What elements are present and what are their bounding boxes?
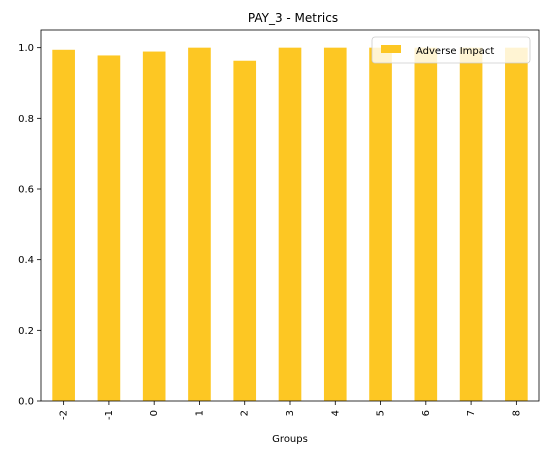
legend-swatch — [381, 45, 401, 53]
x-axis-label: Groups — [272, 434, 308, 445]
bar-4 — [323, 47, 347, 402]
x-tick-label: 8 — [511, 410, 522, 416]
x-tick-label: 7 — [466, 410, 477, 416]
x-ticks-group: -2 -1 0 1 2 3 4 5 6 7 8 — [59, 401, 522, 420]
x-tick-label: 1 — [194, 410, 205, 416]
bar-3 — [278, 47, 302, 402]
bar-1 — [188, 47, 211, 402]
x-tick-label: 6 — [421, 410, 432, 416]
x-tick-label: -2 — [59, 410, 70, 420]
y-tick-label: 0.8 — [18, 114, 34, 125]
x-tick-label: 3 — [285, 410, 296, 416]
x-tick-label: 2 — [240, 410, 251, 416]
legend-box — [371, 36, 531, 64]
y-tick-label: 0.4 — [18, 255, 34, 266]
bar-0 — [142, 51, 166, 401]
x-tick-label: 4 — [330, 410, 341, 416]
y-tick-label: 0.0 — [18, 397, 34, 408]
bar--1 — [97, 55, 121, 401]
y-tick-label: 1.0 — [18, 43, 34, 54]
bar-6 — [414, 47, 438, 402]
y-tick-label: 0.6 — [18, 185, 34, 196]
bar-5 — [369, 47, 392, 402]
x-tick-label: 0 — [149, 410, 160, 416]
legend: Adverse Impact — [371, 36, 531, 64]
x-tick-label: -1 — [104, 410, 115, 420]
y-ticks-group: 0.0 0.2 0.4 0.6 0.8 1.0 — [18, 43, 41, 408]
bar--2 — [52, 49, 75, 401]
bar-7 — [459, 47, 483, 402]
bar-2 — [233, 60, 257, 402]
chart-title: PAY_3 - Metrics — [248, 11, 338, 25]
x-tick-label: 5 — [376, 410, 387, 416]
bar-8 — [505, 47, 528, 402]
bars-group — [52, 47, 528, 402]
legend-label: Adverse Impact — [416, 46, 494, 57]
y-tick-label: 0.2 — [18, 326, 34, 337]
